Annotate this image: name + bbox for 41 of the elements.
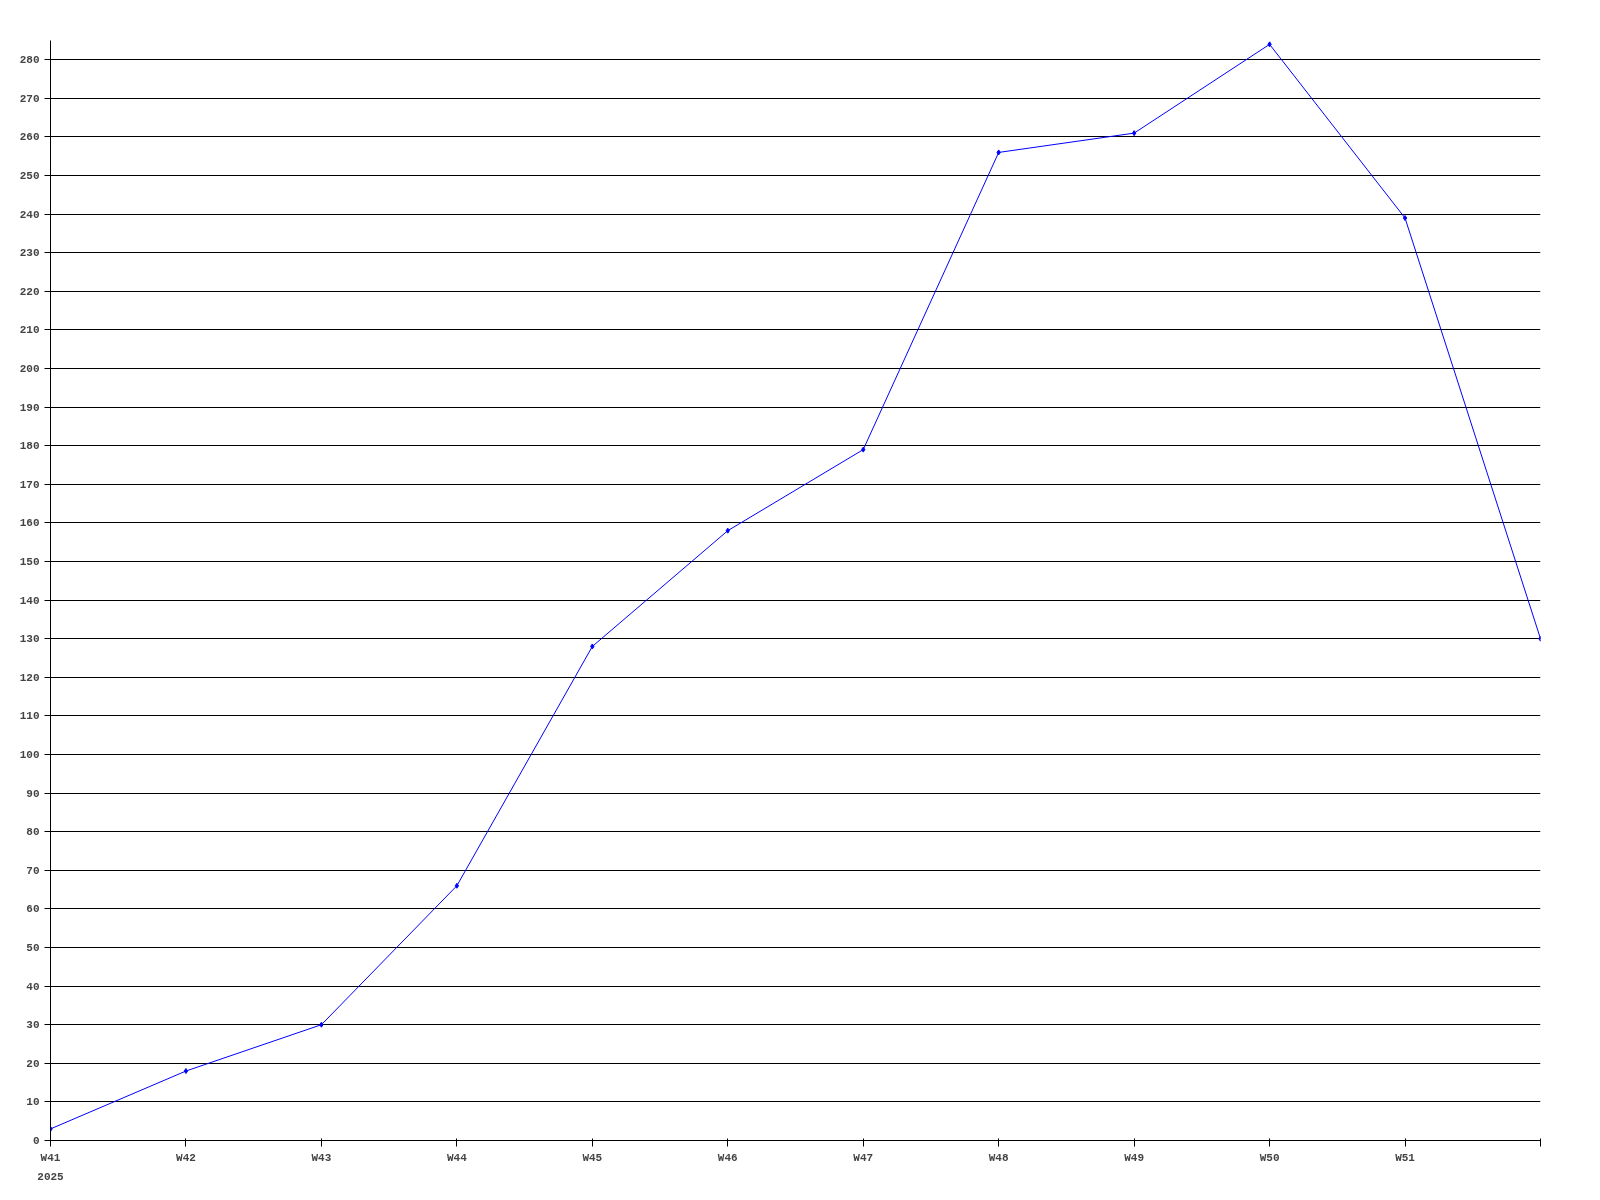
y-tick-label: 30 [26, 1019, 40, 1032]
y-tick-label: 140 [19, 594, 40, 607]
x-tick-label: W46 [717, 1151, 738, 1164]
y-tick-label: 80 [26, 826, 40, 839]
y-tick-label: 40 [26, 980, 40, 993]
x-tick-label: W49 [1124, 1151, 1145, 1164]
y-tick-label: 200 [19, 363, 40, 376]
x-tick-label: W43 [311, 1151, 332, 1164]
y-tick-label: 270 [19, 92, 40, 105]
y-tick-label: 230 [19, 247, 40, 260]
y-tick-label: 100 [19, 749, 40, 762]
y-tick-label: 190 [19, 401, 40, 414]
y-tick-label: 240 [19, 208, 40, 221]
x-tick-label: W48 [988, 1151, 1009, 1164]
y-tick-label: 220 [19, 285, 40, 298]
x-tick-label: W45 [582, 1151, 603, 1164]
y-tick-label: 260 [19, 131, 40, 144]
y-tick-label: 180 [19, 440, 40, 453]
y-tick-label: 70 [26, 864, 40, 877]
y-tick-label: 50 [26, 942, 40, 955]
y-tick-label: 170 [19, 478, 40, 491]
y-tick-label: 10 [26, 1096, 40, 1109]
y-tick-label: 90 [26, 787, 40, 800]
x-tick-label: W51 [1395, 1151, 1416, 1164]
y-tick-label: 150 [19, 556, 40, 569]
y-tick-label: 280 [19, 54, 40, 67]
y-tick-label: 110 [19, 710, 40, 723]
x-tick-label: W47 [853, 1151, 874, 1164]
y-tick-label: 250 [19, 170, 40, 183]
y-tick-label: 130 [19, 633, 40, 646]
y-tick-label: 160 [19, 517, 40, 530]
x-tick-label: W41 [40, 1151, 61, 1164]
y-tick-label: 210 [19, 324, 40, 337]
text: 2025 [37, 1170, 65, 1183]
y-tick-label: 60 [26, 903, 40, 916]
x-tick-label: W50 [1259, 1151, 1280, 1164]
x-tick-label: W44 [446, 1151, 468, 1164]
y-tick-label: 0 [32, 1135, 40, 1147]
x-tick-label: W42 [176, 1151, 196, 1164]
y-tick-label: 120 [19, 671, 40, 684]
y-tick-label: 20 [26, 1057, 40, 1070]
